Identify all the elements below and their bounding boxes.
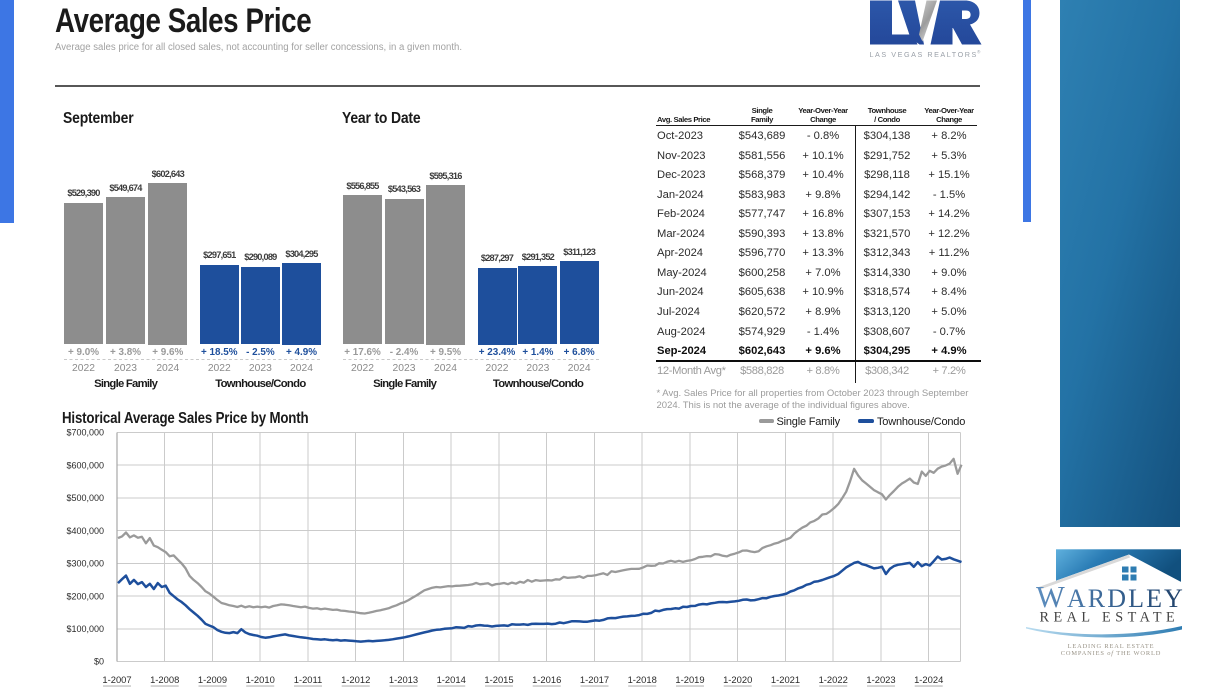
svg-text:1-2016: 1-2016 — [532, 674, 561, 685]
svg-text:1-2023: 1-2023 — [866, 674, 895, 685]
svg-text:REAL ESTATE: REAL ESTATE — [1040, 610, 1180, 626]
svg-text:1-2017: 1-2017 — [580, 674, 609, 685]
svg-text:$300,000: $300,000 — [66, 559, 104, 569]
svg-text:$600,000: $600,000 — [66, 460, 104, 470]
svg-text:LAS VEGAS REALTORS: LAS VEGAS REALTORS — [870, 50, 978, 59]
svg-text:WARDLEY: WARDLEY — [1036, 580, 1185, 614]
svg-text:1-2021: 1-2021 — [771, 674, 800, 685]
svg-text:COMPANIES of THE WORLD: COMPANIES of THE WORLD — [1061, 650, 1161, 657]
svg-text:$100,000: $100,000 — [66, 624, 104, 634]
svg-text:®: ® — [977, 49, 981, 55]
svg-text:1-2008: 1-2008 — [150, 674, 179, 685]
svg-text:1-2019: 1-2019 — [675, 674, 704, 685]
svg-text:$400,000: $400,000 — [66, 526, 104, 536]
svg-text:1-2014: 1-2014 — [437, 674, 466, 685]
svg-text:$700,000: $700,000 — [66, 428, 104, 438]
svg-text:1-2012: 1-2012 — [341, 674, 370, 685]
svg-text:1-2018: 1-2018 — [628, 674, 657, 685]
svg-text:1-2013: 1-2013 — [389, 674, 418, 685]
svg-text:LEADING REAL ESTATE: LEADING REAL ESTATE — [1068, 643, 1155, 650]
svg-text:1-2010: 1-2010 — [246, 674, 275, 685]
svg-text:$0: $0 — [94, 657, 104, 667]
svg-text:1-2011: 1-2011 — [294, 674, 323, 685]
svg-text:$200,000: $200,000 — [66, 591, 104, 601]
svg-text:1-2009: 1-2009 — [198, 674, 227, 685]
svg-text:1-2024: 1-2024 — [914, 674, 943, 685]
svg-text:1-2020: 1-2020 — [723, 674, 752, 685]
svg-text:1-2007: 1-2007 — [102, 674, 131, 685]
svg-text:1-2022: 1-2022 — [819, 674, 848, 685]
svg-text:$500,000: $500,000 — [66, 493, 104, 503]
svg-text:1-2015: 1-2015 — [484, 674, 513, 685]
